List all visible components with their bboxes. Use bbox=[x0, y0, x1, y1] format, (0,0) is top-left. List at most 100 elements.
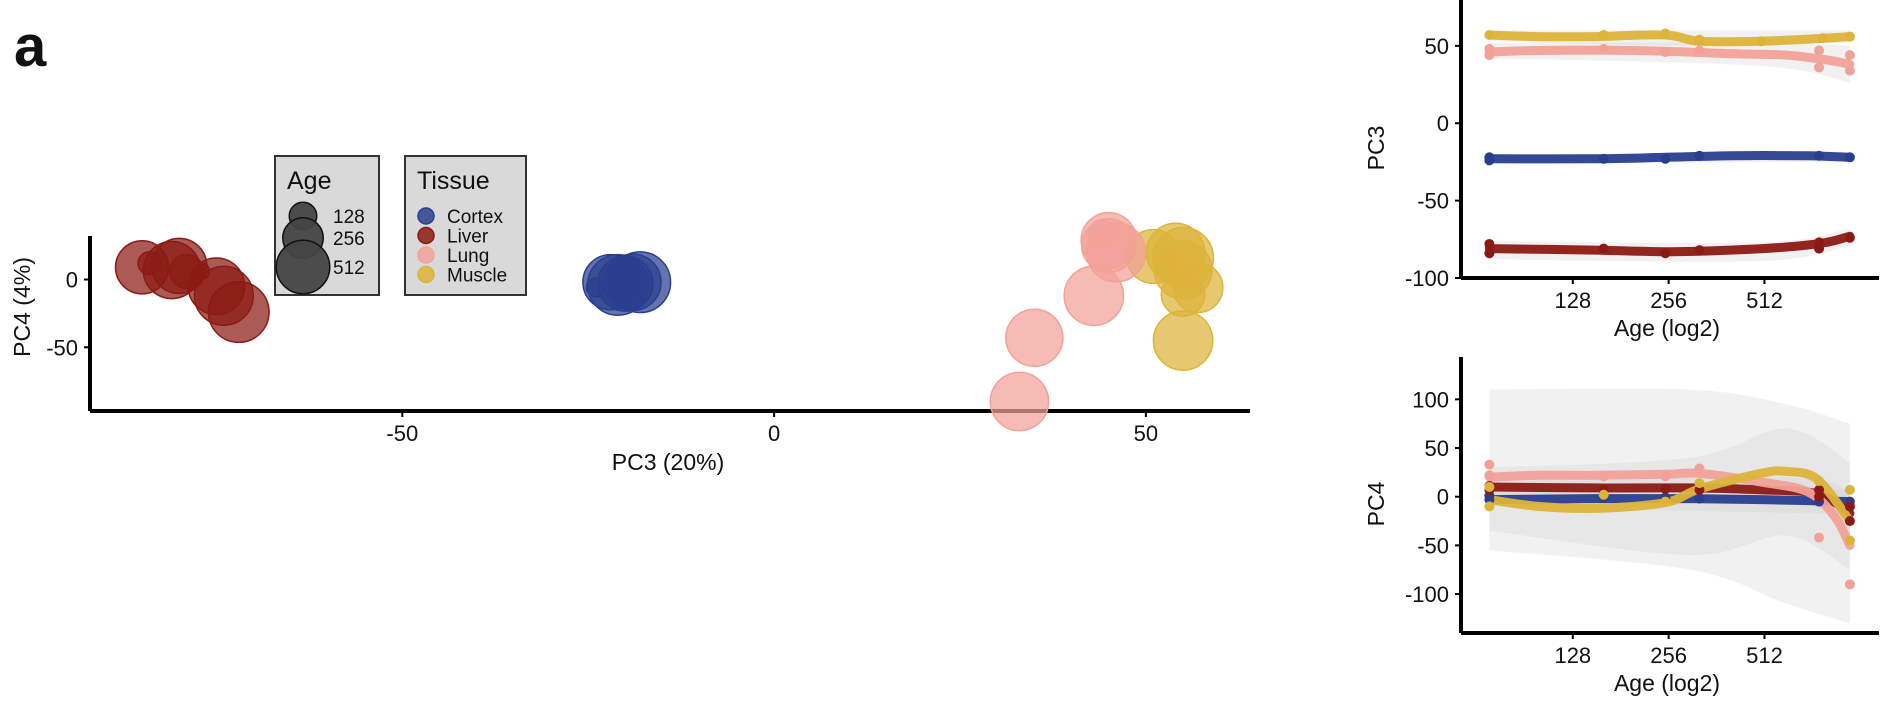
legend-tissue-swatch-muscle bbox=[417, 265, 435, 284]
legend-tissue-label: Liver bbox=[447, 227, 489, 248]
fit-line-lung bbox=[1484, 45, 1855, 69]
x-tick-label: 0 bbox=[768, 421, 780, 446]
pc3-vs-age-chart: 128 256 512 50 0 -50 -100 Age (log2) PC3 bbox=[1363, 0, 1879, 341]
data-point-liver bbox=[1598, 243, 1609, 254]
fit-line-liver bbox=[1484, 231, 1855, 257]
data-point-liver bbox=[1814, 491, 1825, 502]
legend-tissue-title: Tissue bbox=[417, 167, 490, 195]
y-tick-label: 0 bbox=[1437, 111, 1449, 136]
data-point-lung bbox=[1660, 47, 1671, 58]
data-point-muscle bbox=[1484, 501, 1495, 512]
data-point-muscle bbox=[1598, 30, 1609, 41]
data-point-lung bbox=[1484, 50, 1495, 61]
legend-tissue-swatch-cortex bbox=[417, 207, 435, 225]
x-tick-label: 128 bbox=[1554, 643, 1591, 668]
x-axis-title: Age (log2) bbox=[1614, 315, 1720, 341]
data-point-muscle bbox=[1694, 34, 1705, 45]
data-point-liver bbox=[1660, 483, 1671, 494]
legend-tissue-label: Lung bbox=[447, 246, 489, 267]
data-point-cortex bbox=[1484, 152, 1495, 163]
y-tick-label: -50 bbox=[1417, 533, 1449, 558]
data-point-lung bbox=[1598, 471, 1609, 482]
legend-tissue-swatch-liver bbox=[417, 226, 435, 245]
scatter-point-liver bbox=[142, 240, 202, 300]
legend-tissue-label: Cortex bbox=[447, 207, 503, 228]
data-point-liver bbox=[1660, 248, 1671, 259]
data-point-cortex bbox=[1844, 152, 1855, 163]
y-tick-label: -100 bbox=[1405, 266, 1449, 291]
scatter-point-liver bbox=[207, 280, 270, 344]
y-axis-title: PC4 (4%) bbox=[9, 257, 35, 357]
data-point-liver bbox=[1484, 238, 1495, 249]
x-tick-label: 256 bbox=[1650, 643, 1687, 668]
data-point-muscle bbox=[1844, 535, 1855, 546]
data-point-muscle bbox=[1484, 481, 1495, 492]
data-point-lung bbox=[1484, 459, 1495, 470]
legend-age-label: 256 bbox=[333, 229, 365, 250]
data-point-lung bbox=[1598, 43, 1609, 54]
y-tick-label: -50 bbox=[1417, 189, 1449, 214]
data-point-lung bbox=[1694, 463, 1705, 474]
data-point-lung bbox=[1814, 532, 1825, 543]
panel-label: a bbox=[14, 14, 47, 79]
data-point-liver bbox=[1814, 243, 1825, 254]
y-tick-label: 50 bbox=[1425, 34, 1449, 59]
legend-age-symbol bbox=[275, 239, 331, 295]
y-tick-label: 100 bbox=[1412, 387, 1449, 412]
x-tick-label: 50 bbox=[1134, 421, 1158, 446]
data-point-muscle bbox=[1694, 478, 1705, 489]
data-point-lung bbox=[1844, 579, 1855, 590]
scatter-point-lung bbox=[989, 371, 1050, 432]
data-point-lung bbox=[1660, 471, 1671, 482]
x-axis-title: PC3 (20%) bbox=[612, 449, 724, 475]
data-point-liver bbox=[1694, 245, 1705, 256]
scatter-point-muscle bbox=[1151, 226, 1215, 289]
legend-age-label: 128 bbox=[333, 207, 365, 228]
data-point-lung bbox=[1844, 65, 1855, 76]
data-point-cortex bbox=[1660, 153, 1671, 164]
y-tick-label: 0 bbox=[1437, 485, 1449, 510]
legend-tissue-label: Muscle bbox=[447, 266, 507, 287]
pc4-vs-age-chart: 128 256 512 100 50 0 -50 -100 Age (log2) PC4 bbox=[1363, 357, 1879, 696]
x-tick-label: -50 bbox=[386, 421, 418, 446]
x-tick-label: 512 bbox=[1746, 288, 1783, 313]
x-tick-label: 128 bbox=[1554, 288, 1591, 313]
fit-line-cortex bbox=[1484, 151, 1855, 164]
legend-age-label: 512 bbox=[333, 258, 365, 279]
data-point-muscle bbox=[1756, 36, 1767, 47]
data-point-liver bbox=[1484, 248, 1495, 259]
x-tick-label: 256 bbox=[1650, 288, 1687, 313]
data-point-muscle bbox=[1844, 31, 1855, 42]
scatter-point-lung bbox=[1005, 308, 1064, 368]
data-point-muscle bbox=[1598, 489, 1609, 500]
legend-tissue-swatch-lung bbox=[417, 246, 435, 264]
data-point-cortex bbox=[1598, 153, 1609, 164]
data-point-lung bbox=[1814, 62, 1825, 73]
y-tick-label: -100 bbox=[1405, 582, 1449, 607]
y-tick-label: 0 bbox=[66, 268, 78, 293]
data-point-lung bbox=[1844, 50, 1855, 61]
data-point-cortex bbox=[1694, 150, 1705, 161]
x-axis-title: Age (log2) bbox=[1614, 670, 1720, 696]
y-axis-title: PC3 bbox=[1363, 126, 1389, 171]
legend-age-title: Age bbox=[287, 167, 331, 195]
data-point-liver bbox=[1844, 232, 1855, 243]
data-point-lung bbox=[1694, 45, 1705, 56]
data-point-lung bbox=[1814, 45, 1825, 56]
data-point-cortex bbox=[1694, 493, 1705, 504]
y-axis-title: PC4 bbox=[1363, 481, 1389, 526]
scatter-point-cortex bbox=[609, 251, 672, 314]
data-point-muscle bbox=[1660, 28, 1671, 39]
y-tick-label: 50 bbox=[1425, 436, 1449, 461]
scatter-point-lung bbox=[1063, 265, 1125, 327]
data-point-lung bbox=[1484, 470, 1495, 481]
data-point-muscle bbox=[1817, 33, 1828, 44]
data-point-muscle bbox=[1660, 496, 1671, 507]
fit-line-cortex bbox=[1484, 494, 1855, 507]
data-point-liver bbox=[1844, 501, 1855, 512]
data-point-muscle bbox=[1484, 30, 1495, 41]
